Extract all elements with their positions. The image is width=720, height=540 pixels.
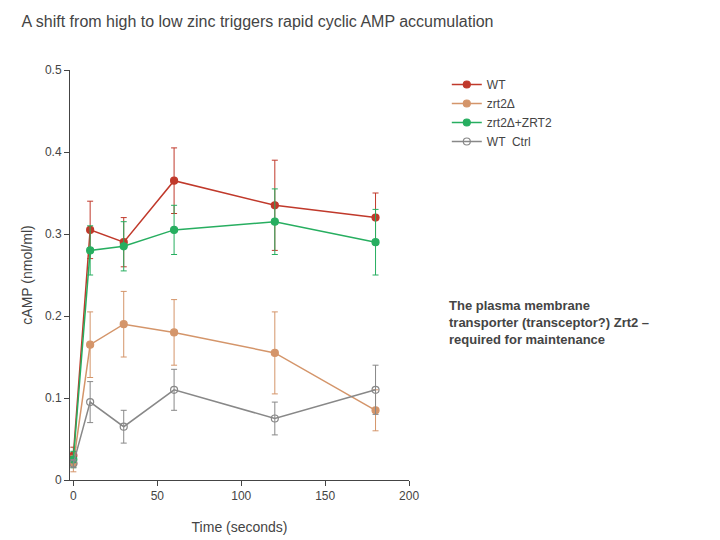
svg-text:0: 0 xyxy=(70,489,77,503)
svg-text:0.4: 0.4 xyxy=(45,145,62,159)
svg-text:0.3: 0.3 xyxy=(45,227,62,241)
svg-text:0: 0 xyxy=(55,473,62,487)
svg-text:0.5: 0.5 xyxy=(45,63,62,77)
svg-text:A shift from high to low zinc: A shift from high to low zinc triggers r… xyxy=(22,13,494,30)
svg-text:200: 200 xyxy=(399,489,419,503)
svg-text:0.2: 0.2 xyxy=(45,309,62,323)
svg-text:zrt2Δ+ZRT2: zrt2Δ+ZRT2 xyxy=(487,116,552,130)
svg-text:WT: WT xyxy=(487,78,506,92)
svg-text:100: 100 xyxy=(231,489,251,503)
svg-text:zrt2Δ: zrt2Δ xyxy=(487,97,515,111)
svg-text:Time (seconds): Time (seconds) xyxy=(192,519,288,535)
svg-text:WT Ctrl: WT Ctrl xyxy=(487,135,531,149)
svg-text:50: 50 xyxy=(151,489,165,503)
svg-text:150: 150 xyxy=(315,489,335,503)
svg-text:cAMP (nmol/ml): cAMP (nmol/ml) xyxy=(19,225,35,324)
svg-text:0.1: 0.1 xyxy=(45,391,62,405)
svg-text:The plasma membranetransporter: The plasma membranetransporter (transcep… xyxy=(449,298,649,347)
